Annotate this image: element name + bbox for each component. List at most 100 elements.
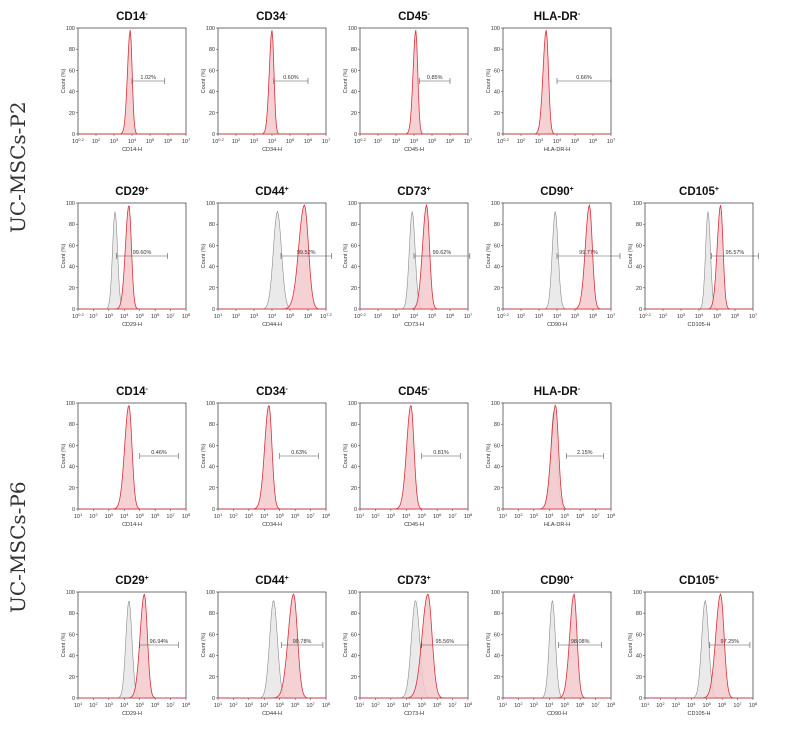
x-tick-label: 105 (703, 701, 712, 709)
x-tick-label: 106 (576, 512, 585, 520)
y-tick-label: 80 (351, 222, 357, 228)
y-tick-label: 0 (212, 507, 215, 513)
histogram-uc-mscs-p2-cd44: CD44+ 0 20 40 60 80 100 Count (%) 101 102 103 104 10… (201, 186, 333, 328)
x-tick-label: 103 (677, 312, 686, 320)
gate-percent-label: 98.08% (571, 639, 590, 645)
y-tick-label: 0 (72, 696, 75, 702)
y-tick-label: 0 (212, 696, 215, 702)
x-tick-label: 101 (356, 701, 365, 709)
y-tick-label: 20 (69, 286, 75, 292)
y-tick-label: 80 (69, 222, 75, 228)
y-tick-label: 0 (639, 696, 642, 702)
y-tick-label: 40 (209, 265, 215, 271)
y-tick-label: 80 (209, 47, 215, 53)
x-tick-label: 103 (105, 312, 114, 320)
y-tick-label: 60 (69, 243, 75, 249)
y-tick-label: 20 (494, 111, 500, 117)
x-tick-label: 101 (356, 512, 365, 520)
x-tick-label: 101 (499, 512, 508, 520)
x-tick-label: 100.2 (72, 312, 84, 320)
isotype-histogram (645, 599, 753, 699)
gate-percent-label: 0.60% (283, 75, 299, 81)
x-tick-label: 105 (571, 312, 580, 320)
x-tick-label: 105 (561, 512, 570, 520)
y-tick-label: 0 (639, 307, 642, 313)
y-tick-label: 40 (69, 465, 75, 471)
panel-title: CD14- (116, 386, 148, 398)
panel-title: HLA-DR- (534, 11, 581, 23)
x-tick-label: 106 (151, 312, 160, 320)
y-tick-label: 60 (69, 632, 75, 638)
panel-title: CD44+ (255, 575, 289, 587)
panel-title: CD45- (398, 386, 430, 398)
stained-histogram (360, 593, 468, 699)
isotype-histogram (360, 211, 468, 310)
x-tick-label: 102 (89, 701, 98, 709)
y-tick-label: 60 (209, 243, 215, 249)
x-tick-label: 107 (306, 701, 315, 709)
x-axis-label: CD14-H (122, 147, 142, 153)
y-axis-label: Count (%) (486, 68, 492, 93)
x-tick-label: 100.2 (212, 137, 224, 145)
y-tick-label: 100 (66, 26, 75, 32)
y-axis-label: Count (%) (343, 632, 349, 657)
y-tick-label: 0 (212, 132, 215, 138)
x-tick-label: 107 (464, 312, 473, 320)
y-tick-label: 20 (209, 675, 215, 681)
x-tick-label: 104 (120, 701, 129, 709)
x-tick-label: 103 (250, 137, 259, 145)
stained-histogram (360, 30, 468, 135)
y-tick-label: 80 (351, 47, 357, 53)
x-tick-label: 106 (446, 312, 455, 320)
panel-title: CD90+ (540, 186, 574, 198)
x-tick-label: 102 (656, 701, 665, 709)
y-tick-label: 100 (206, 201, 215, 207)
x-tick-label: 102 (89, 312, 98, 320)
stained-histogram (218, 405, 326, 510)
histogram-uc-mscs-p6-cd73: CD73+ 0 20 40 60 80 100 Count (%) 101 102 103 104 10… (343, 575, 473, 717)
x-tick-label: 101 (214, 312, 223, 320)
x-tick-label: 105 (561, 701, 570, 709)
x-tick-label: 102 (517, 312, 526, 320)
x-tick-label: 104 (260, 512, 269, 520)
x-tick-label: 104 (402, 701, 411, 709)
y-tick-label: 100 (633, 201, 642, 207)
x-tick-label: 107 (749, 312, 758, 320)
gate-percent-label: 99.62% (433, 250, 452, 256)
x-tick-label: 105 (146, 137, 155, 145)
y-tick-label: 40 (351, 265, 357, 271)
x-tick-label: 107 (306, 512, 315, 520)
x-tick-label: 102 (374, 312, 383, 320)
histogram-uc-mscs-p2-hla-dr: HLA-DR- 0 20 40 60 80 100 Count (%) 100.2 102 103 1… (486, 11, 616, 153)
y-axis-label: Count (%) (201, 243, 207, 268)
histogram-uc-mscs-p6-cd105: CD105+ 0 20 40 60 80 100 Count (%) 101 102 103 104 1… (628, 575, 758, 717)
y-tick-label: 100 (491, 401, 500, 407)
x-tick-label: 104 (120, 312, 129, 320)
x-tick-label: 103 (245, 512, 254, 520)
gate-percent-label: 0.46% (151, 450, 167, 456)
y-axis-label: Count (%) (628, 243, 634, 268)
x-tick-label: 105 (571, 137, 580, 145)
x-tick-label: 104 (268, 137, 277, 145)
y-tick-label: 60 (69, 68, 75, 74)
x-tick-label: 100.2 (72, 137, 84, 145)
y-tick-label: 0 (354, 507, 357, 513)
y-tick-label: 100 (491, 590, 500, 596)
x-tick-label: 104 (553, 312, 562, 320)
gate-percent-label: 0.81% (433, 450, 449, 456)
x-tick-label: 105 (286, 312, 295, 320)
y-tick-label: 80 (69, 47, 75, 53)
x-axis-label: CD44-H (262, 322, 282, 328)
x-axis-label: CD44-H (262, 711, 282, 717)
x-tick-label: 108 (182, 512, 191, 520)
x-tick-label: 100.2 (354, 312, 366, 320)
x-tick-label: 108 (464, 512, 473, 520)
x-tick-label: 108 (607, 701, 616, 709)
y-tick-label: 80 (209, 222, 215, 228)
y-tick-label: 40 (494, 265, 500, 271)
x-tick-label: 103 (535, 312, 544, 320)
panel-title: CD29+ (115, 186, 149, 198)
y-tick-label: 100 (348, 590, 357, 596)
x-tick-label: 104 (410, 312, 419, 320)
y-tick-label: 60 (209, 632, 215, 638)
